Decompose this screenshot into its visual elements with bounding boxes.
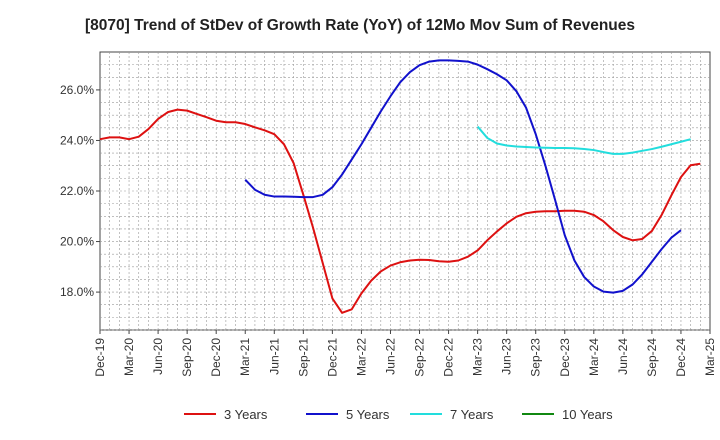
- x-tick-label: Dec-19: [93, 338, 107, 377]
- x-tick-label: Dec-22: [442, 338, 456, 377]
- y-tick-label: 22.0%: [60, 184, 94, 198]
- x-tick-label: Mar-24: [587, 338, 601, 376]
- chart-title: [8070] Trend of StDev of Growth Rate (Yo…: [85, 17, 635, 34]
- legend-label-10-years: 10 Years: [562, 407, 613, 422]
- x-tick-label: Mar-25: [703, 338, 717, 376]
- x-tick-label: Dec-23: [558, 338, 572, 377]
- legend: 3 Years 5 Years 7 Years 10 Years: [184, 407, 613, 422]
- x-tick-label: Sep-22: [413, 338, 427, 377]
- x-tick-label: Jun-20: [151, 338, 165, 375]
- x-tick-label: Jun-22: [383, 338, 397, 375]
- x-tick-label: Sep-23: [529, 338, 543, 377]
- y-tick-label: 18.0%: [60, 285, 94, 299]
- x-tick-label: Jun-24: [616, 338, 630, 375]
- legend-label-3-years: 3 Years: [224, 407, 268, 422]
- x-tick-label: Jun-23: [500, 338, 514, 375]
- series-layer: [99, 59, 701, 314]
- x-tick-label: Dec-24: [674, 338, 688, 377]
- legend-label-5-years: 5 Years: [346, 407, 390, 422]
- series-line-5-years: [244, 59, 682, 294]
- x-tick-label: Mar-22: [354, 338, 368, 376]
- x-tick-label: Sep-24: [645, 338, 659, 377]
- x-tick-label: Sep-21: [296, 338, 310, 377]
- grid-layer: [100, 52, 710, 331]
- x-tick-label: Mar-21: [238, 338, 252, 376]
- x-tick-label: Dec-20: [209, 338, 223, 377]
- x-tick-label: Mar-20: [122, 338, 136, 376]
- y-tick-label: 20.0%: [60, 235, 94, 249]
- x-tick-label: Jun-21: [267, 338, 281, 375]
- series-line-3-years: [99, 108, 701, 314]
- legend-label-7-years: 7 Years: [450, 407, 494, 422]
- y-tick-label: 24.0%: [60, 133, 94, 147]
- x-tick-label: Mar-23: [471, 338, 485, 376]
- series-line-7-years: [476, 125, 691, 155]
- y-tick-label: 26.0%: [60, 83, 94, 97]
- x-tick-label: Sep-20: [180, 338, 194, 377]
- axis-layer: 18.0% 20.0% 22.0% 24.0% 26.0% Dec-19 Mar-20 Jun…: [60, 83, 717, 377]
- x-tick-label: Dec-21: [325, 338, 339, 377]
